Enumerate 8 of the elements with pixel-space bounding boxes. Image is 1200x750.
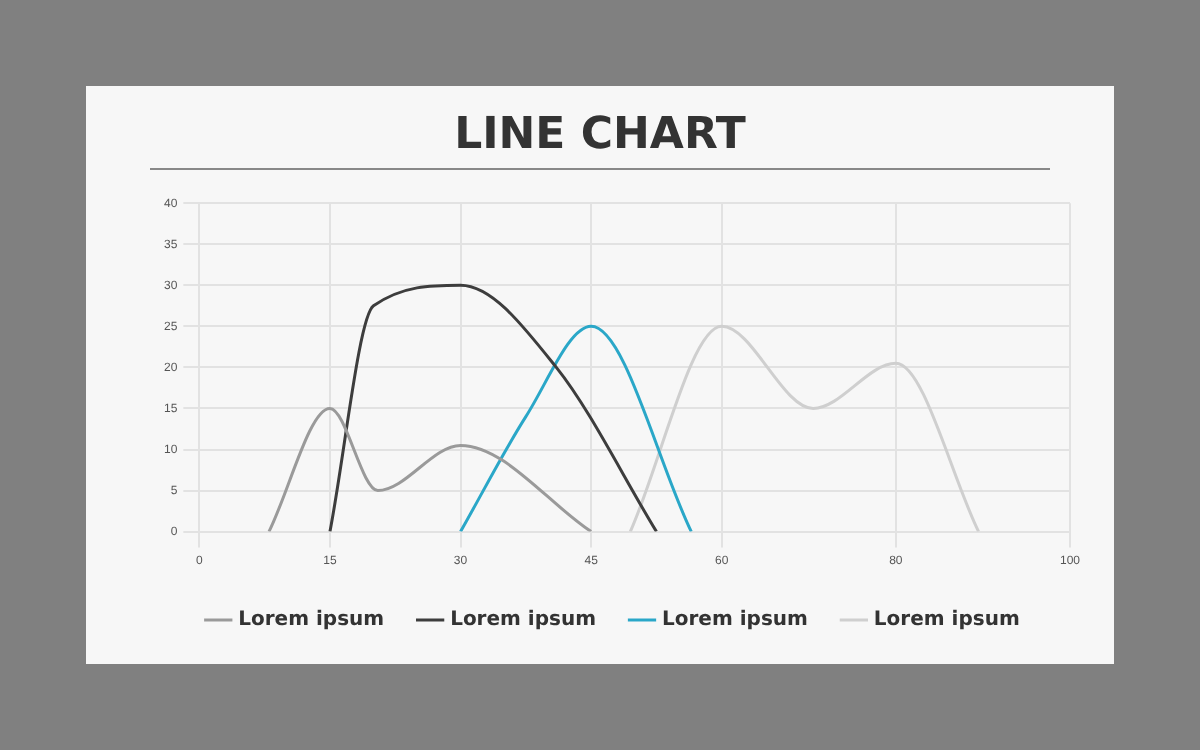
- legend-label: Lorem ipsum: [873, 609, 1020, 632]
- line-series: [328, 283, 658, 532]
- line-series: [628, 324, 981, 532]
- legend-label: Lorem ipsum: [662, 609, 808, 632]
- line-series: [267, 406, 593, 532]
- legend-label: Lorem ipsum: [238, 609, 385, 632]
- legend-label: Lorem ipsum: [450, 609, 597, 632]
- chart-title: LINE CHART: [452, 110, 748, 160]
